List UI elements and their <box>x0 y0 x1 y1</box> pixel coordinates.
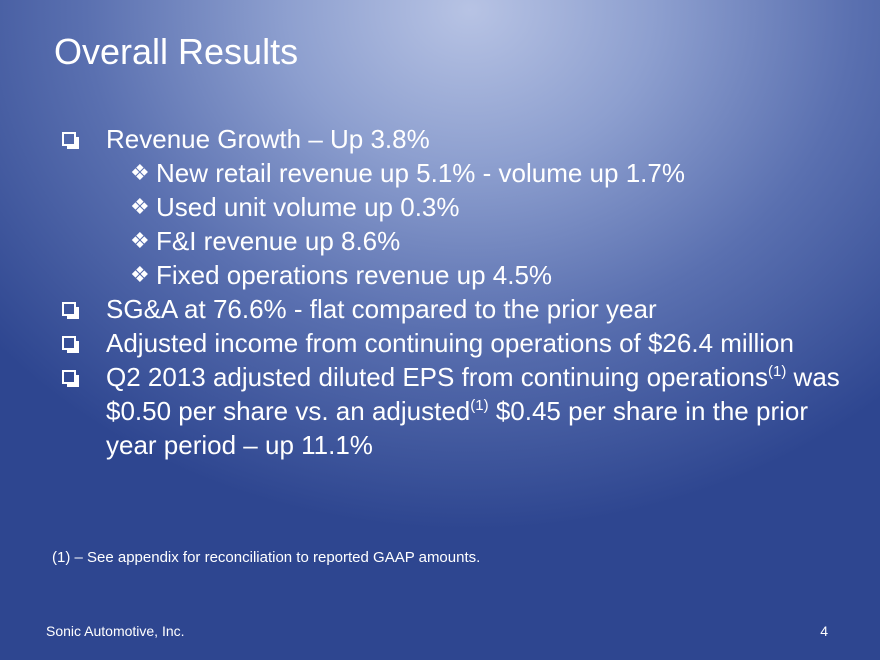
slide-title: Overall Results <box>54 31 299 72</box>
bullet-text: Adjusted income from continuing operatio… <box>106 328 794 358</box>
sub-bullet-text: Used unit volume up 0.3% <box>156 192 460 222</box>
bullet-text-eps-part2: was $0.50 per share vs. an adjusted <box>106 362 840 426</box>
bullet-adjusted-income: Adjusted income from continuing operatio… <box>58 326 848 360</box>
bullet-sga: SG&A at 76.6% - flat compared to the pri… <box>58 292 848 326</box>
bullet-text-eps-part3: $0.45 per share in the prior year period… <box>106 396 809 460</box>
footnote-ref: (1) <box>767 363 787 380</box>
sub-bullet-fixed-operations: ❖ Fixed operations revenue up 4.5% <box>58 258 848 292</box>
footnote: (1) – See appendix for reconciliation to… <box>52 549 481 566</box>
footnote-ref: (1) <box>470 397 489 414</box>
square-bullet-icon <box>62 132 79 149</box>
page-number: 4 <box>820 623 828 639</box>
square-bullet-icon <box>62 302 79 319</box>
sub-bullet-text: Fixed operations revenue up 4.5% <box>156 260 553 290</box>
footer-company-name: Sonic Automotive, Inc. <box>46 623 185 639</box>
diamond-bullet-icon: ❖ <box>130 228 150 253</box>
sub-bullet-text: F&I revenue up 8.6% <box>156 226 401 256</box>
sub-bullet-new-retail: ❖ New retail revenue up 5.1% - volume up… <box>58 156 848 190</box>
sub-bullet-text: New retail revenue up 5.1% - volume up 1… <box>156 158 685 188</box>
bullet-text: SG&A at 76.6% - flat compared to the pri… <box>106 294 657 324</box>
bullet-list: Revenue Growth – Up 3.8% ❖ New retail re… <box>58 122 848 462</box>
sub-bullet-fi-revenue: ❖ F&I revenue up 8.6% <box>58 224 848 258</box>
diamond-bullet-icon: ❖ <box>130 194 150 219</box>
bullet-text: Revenue Growth – Up 3.8% <box>106 124 430 154</box>
bullet-eps: Q2 2013 adjusted diluted EPS from contin… <box>58 360 848 462</box>
sub-bullet-used-unit: ❖ Used unit volume up 0.3% <box>58 190 848 224</box>
bullet-revenue-growth: Revenue Growth – Up 3.8% <box>58 122 848 156</box>
square-bullet-icon <box>62 370 79 387</box>
diamond-bullet-icon: ❖ <box>130 160 150 185</box>
diamond-bullet-icon: ❖ <box>130 262 150 287</box>
bullet-text-eps-part1: Q2 2013 adjusted diluted EPS from contin… <box>106 362 768 392</box>
square-bullet-icon <box>62 336 79 353</box>
